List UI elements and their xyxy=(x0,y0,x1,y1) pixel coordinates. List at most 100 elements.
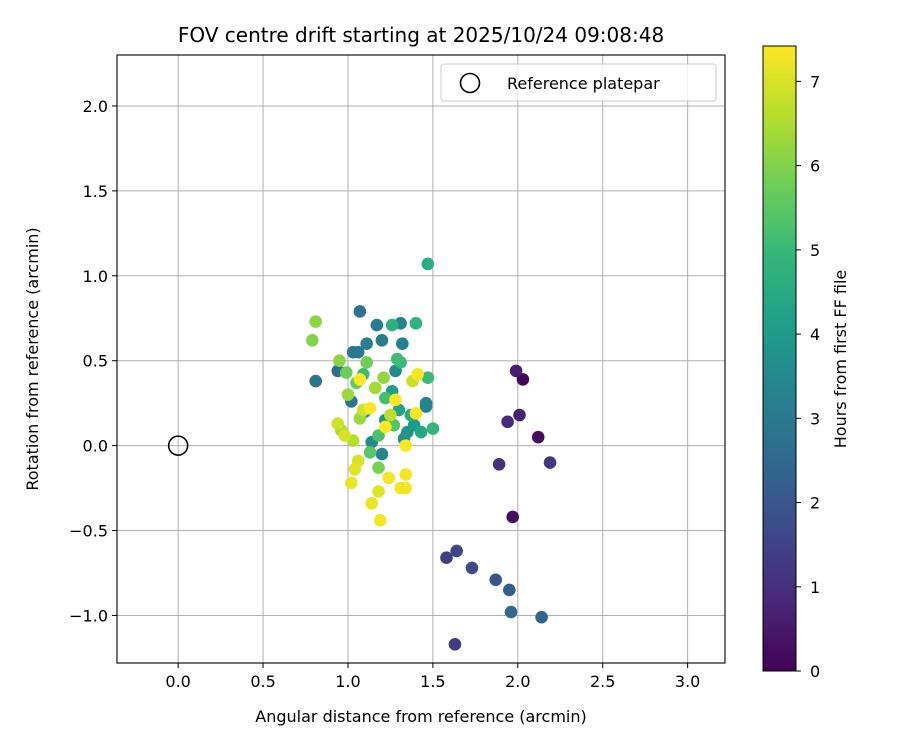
data-point xyxy=(535,610,548,624)
colorbar-tick-label: 2 xyxy=(810,494,820,513)
data-point xyxy=(419,400,433,413)
data-point xyxy=(396,337,409,351)
chart-title: FOV centre drift starting at 2025/10/24 … xyxy=(178,23,664,47)
data-point xyxy=(372,461,385,474)
data-point xyxy=(360,337,373,351)
data-point xyxy=(504,605,518,619)
data-point xyxy=(368,381,382,395)
data-point xyxy=(409,317,423,330)
data-point xyxy=(353,305,367,318)
legend-marker xyxy=(459,72,481,94)
colorbar-tick-label: 5 xyxy=(810,241,820,260)
data-point xyxy=(370,318,384,332)
colorbar-tick-label: 0 xyxy=(810,662,820,681)
data-point xyxy=(411,367,424,381)
y-tick-label: 0.5 xyxy=(83,352,108,371)
data-point xyxy=(377,371,390,384)
data-point xyxy=(506,510,520,524)
data-point xyxy=(384,408,397,422)
data-point xyxy=(448,638,462,651)
data-point xyxy=(382,471,396,485)
y-axis-label: Rotation from reference (arcmin) xyxy=(23,227,42,490)
x-axis-label: Angular distance from reference (arcmin) xyxy=(255,707,586,726)
y-tick-label: −1.0 xyxy=(69,606,108,625)
y-tick-label: 0.0 xyxy=(83,437,108,456)
plot-frame xyxy=(116,54,726,664)
data-point xyxy=(385,318,399,332)
data-point xyxy=(372,429,385,442)
y-tick-label: −0.5 xyxy=(69,522,108,541)
data-point xyxy=(421,371,435,384)
colorbar-ticks: 0 1 2 3 4 5 6 7 xyxy=(796,72,820,681)
data-point xyxy=(339,366,353,379)
colorbar-tick-label: 6 xyxy=(810,157,820,176)
data-point xyxy=(338,429,351,442)
data-point xyxy=(465,561,479,575)
colorbar-tick-label: 4 xyxy=(810,325,820,344)
y-tick-label: 2.0 xyxy=(83,97,108,116)
data-point xyxy=(345,476,358,490)
y-tick-label: 1.5 xyxy=(83,182,108,201)
data-point xyxy=(501,415,514,429)
x-tick-label: 0.0 xyxy=(165,672,190,691)
x-axis-ticks: 0.0 0.5 1.0 1.5 2.0 2.5 3.0 xyxy=(165,663,700,691)
data-point xyxy=(399,439,413,452)
data-point xyxy=(333,354,346,367)
data-point xyxy=(379,391,392,405)
data-point xyxy=(399,481,413,495)
data-point xyxy=(543,456,557,469)
reference-platepar-marker xyxy=(167,435,189,456)
data-point xyxy=(390,352,404,366)
grid-lines xyxy=(117,55,725,663)
data-point xyxy=(348,463,362,476)
x-tick-label: 1.5 xyxy=(420,672,445,691)
data-point xyxy=(375,334,389,347)
y-tick-label: 1.0 xyxy=(83,267,108,286)
legend-label: Reference platepar xyxy=(507,74,660,93)
legend-box xyxy=(440,63,717,102)
data-point xyxy=(516,373,530,386)
data-point xyxy=(531,430,545,444)
data-point xyxy=(353,373,367,386)
data-point xyxy=(373,514,387,527)
x-tick-label: 3.0 xyxy=(675,672,700,691)
data-point xyxy=(399,468,413,481)
data-point xyxy=(363,401,377,415)
plot-area xyxy=(117,55,725,663)
colorbar-label: Hours from first FF file xyxy=(831,270,850,449)
colorbar-tick-label: 1 xyxy=(810,578,820,597)
data-point xyxy=(503,583,516,597)
data-point xyxy=(309,374,323,388)
data-point xyxy=(331,417,345,430)
data-point xyxy=(379,420,392,434)
data-point xyxy=(513,408,526,422)
data-point xyxy=(365,497,379,510)
colorbar-tick-label: 7 xyxy=(810,72,820,91)
x-tick-label: 2.5 xyxy=(590,672,615,691)
legend: Reference platepar xyxy=(440,63,717,102)
y-axis-ticks: −1.0 −0.5 0.0 0.5 1.0 1.5 2.0 xyxy=(69,97,117,625)
data-point xyxy=(389,393,402,407)
data-point xyxy=(426,422,440,435)
data-point xyxy=(306,334,319,347)
data-point xyxy=(360,356,373,369)
data-point xyxy=(414,425,428,439)
data-point xyxy=(363,446,377,459)
data-point xyxy=(450,544,463,558)
data-point xyxy=(375,447,389,461)
data-point xyxy=(372,485,385,498)
data-point xyxy=(309,315,323,328)
data-point xyxy=(341,388,355,401)
data-point xyxy=(509,364,523,378)
colorbar xyxy=(762,45,797,672)
scatter-points xyxy=(306,257,557,651)
data-point xyxy=(409,407,423,420)
x-tick-label: 2.0 xyxy=(505,672,530,691)
x-tick-label: 0.5 xyxy=(250,672,275,691)
x-tick-label: 1.0 xyxy=(335,672,360,691)
data-point xyxy=(489,573,503,587)
data-point xyxy=(492,457,506,471)
colorbar-tick-label: 3 xyxy=(810,409,820,428)
data-point xyxy=(440,551,453,565)
